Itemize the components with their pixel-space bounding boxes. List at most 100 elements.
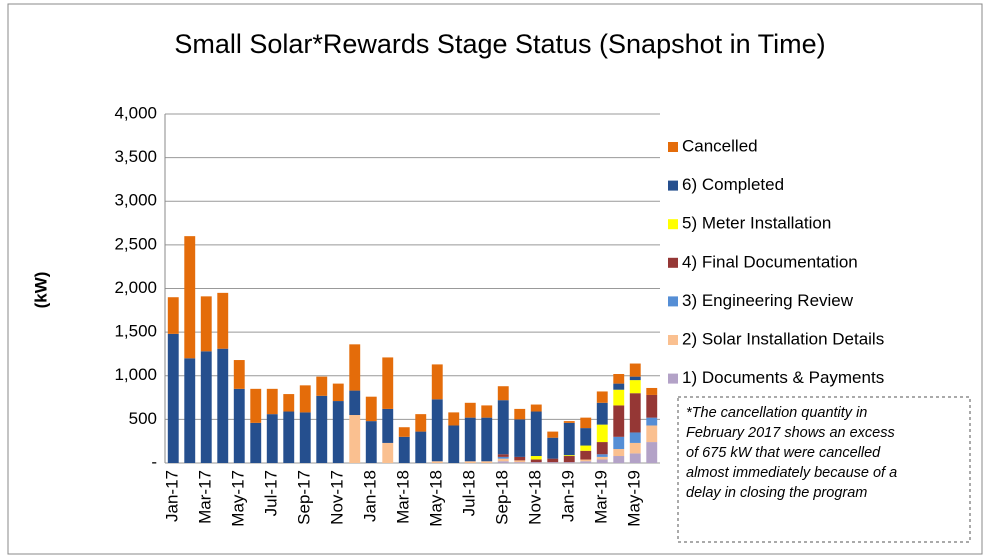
bar-segment	[448, 425, 460, 463]
bar-segment	[613, 405, 625, 437]
x-tick-label: Mar-19	[592, 470, 611, 524]
bar-segment	[629, 376, 641, 381]
x-tick-label: Jan-17	[163, 470, 182, 522]
x-tick-label: May-18	[427, 470, 446, 527]
bar-segment	[596, 424, 608, 443]
bar-segment	[596, 402, 608, 425]
bar-segment	[349, 344, 361, 391]
bar-segment	[563, 422, 575, 456]
bar-segment	[382, 357, 394, 409]
bar-segment	[629, 380, 641, 394]
x-tick-label: Jan-19	[559, 470, 578, 522]
bar-segment	[431, 399, 443, 462]
bar-segment	[580, 459, 592, 462]
legend-swatch	[668, 219, 678, 230]
bar-segment	[250, 422, 262, 463]
x-tick-label: Jan-18	[361, 470, 380, 522]
x-tick-label: May-17	[229, 470, 248, 527]
bar-segment	[596, 442, 608, 455]
bar-segment	[497, 456, 509, 459]
legend-swatch	[668, 335, 678, 345]
bar-segment	[646, 417, 658, 426]
y-tick-label: 1,500	[114, 322, 157, 341]
bar-segment	[580, 417, 592, 429]
legend-label: Cancelled	[682, 136, 758, 155]
y-tick-label: 2,000	[114, 278, 157, 297]
bar-segment	[613, 374, 625, 384]
bar-segment	[481, 405, 493, 418]
bar-segment	[497, 461, 509, 463]
bar-segment	[415, 431, 427, 463]
x-tick-label: Mar-17	[196, 470, 215, 524]
bar-segment	[283, 411, 295, 463]
x-tick-label: Nov-18	[526, 470, 545, 525]
bar-segment	[415, 414, 427, 432]
legend-swatch	[668, 373, 678, 384]
bar-segment	[629, 442, 641, 454]
annotation-line: February 2017 shows an excess	[686, 425, 895, 441]
bar-segment	[580, 428, 592, 446]
x-tick-label: Nov-17	[328, 470, 347, 525]
bar-segment	[448, 412, 460, 426]
bar-segment	[349, 390, 361, 416]
bar-segment	[613, 456, 625, 463]
bar-segment	[530, 404, 542, 412]
bar-segment	[382, 408, 394, 443]
x-tick-label: Sep-17	[295, 470, 314, 525]
bar-segment	[580, 445, 592, 451]
bar-segment	[365, 421, 377, 463]
bar-segment	[547, 437, 559, 459]
bar-segment	[217, 292, 229, 349]
bar-segment	[646, 387, 658, 395]
bar-segment	[563, 455, 575, 457]
bar-segment	[596, 391, 608, 403]
bar-segment	[233, 360, 245, 389]
bar-segment	[629, 363, 641, 377]
bar-segment	[382, 442, 394, 463]
bar-segment	[299, 385, 311, 413]
bar-segment	[530, 462, 542, 463]
legend-label: 3) Engineering Review	[682, 291, 854, 310]
annotation-line: of 675 kW that were cancelled	[686, 445, 881, 461]
bar-segment	[629, 453, 641, 463]
legend-swatch	[668, 142, 678, 152]
bar-segment	[167, 297, 179, 334]
bar-segment	[200, 296, 212, 352]
bar-segment	[580, 450, 592, 460]
bar-segment	[266, 414, 278, 463]
y-axis-label: (kW)	[31, 272, 50, 309]
bar-segment	[332, 383, 344, 402]
bar-segment	[299, 412, 311, 463]
bar-segment	[332, 401, 344, 463]
bar-segment	[184, 358, 196, 463]
x-tick-label: Sep-18	[493, 470, 512, 525]
bar-segment	[547, 458, 559, 463]
bar-segment	[530, 456, 542, 460]
bar-segment	[514, 462, 526, 463]
bar-segment	[596, 454, 608, 457]
bar-segment	[530, 459, 542, 463]
bar-segment	[481, 417, 493, 462]
bar-segment	[514, 460, 526, 463]
bar-segment	[398, 427, 410, 437]
legend-swatch	[668, 257, 678, 268]
y-tick-label: 4,000	[114, 103, 157, 122]
bar-segment	[217, 348, 229, 463]
bar-segment	[514, 419, 526, 457]
bar-segment	[646, 425, 658, 443]
bar-segment	[481, 461, 493, 463]
bar-segment	[646, 394, 658, 418]
bar-segment	[613, 389, 625, 406]
bar-segment	[431, 364, 443, 400]
bar-segment	[596, 459, 608, 463]
bar-segment	[316, 376, 328, 396]
bar-segment	[563, 421, 575, 423]
legend-label: 6) Completed	[682, 175, 784, 194]
bar-segment	[398, 436, 410, 463]
bar-segment	[464, 402, 476, 418]
bar-segment	[547, 431, 559, 438]
bar-segment	[497, 386, 509, 401]
x-tick-label: May-19	[625, 470, 644, 527]
bar-segment	[464, 461, 476, 463]
